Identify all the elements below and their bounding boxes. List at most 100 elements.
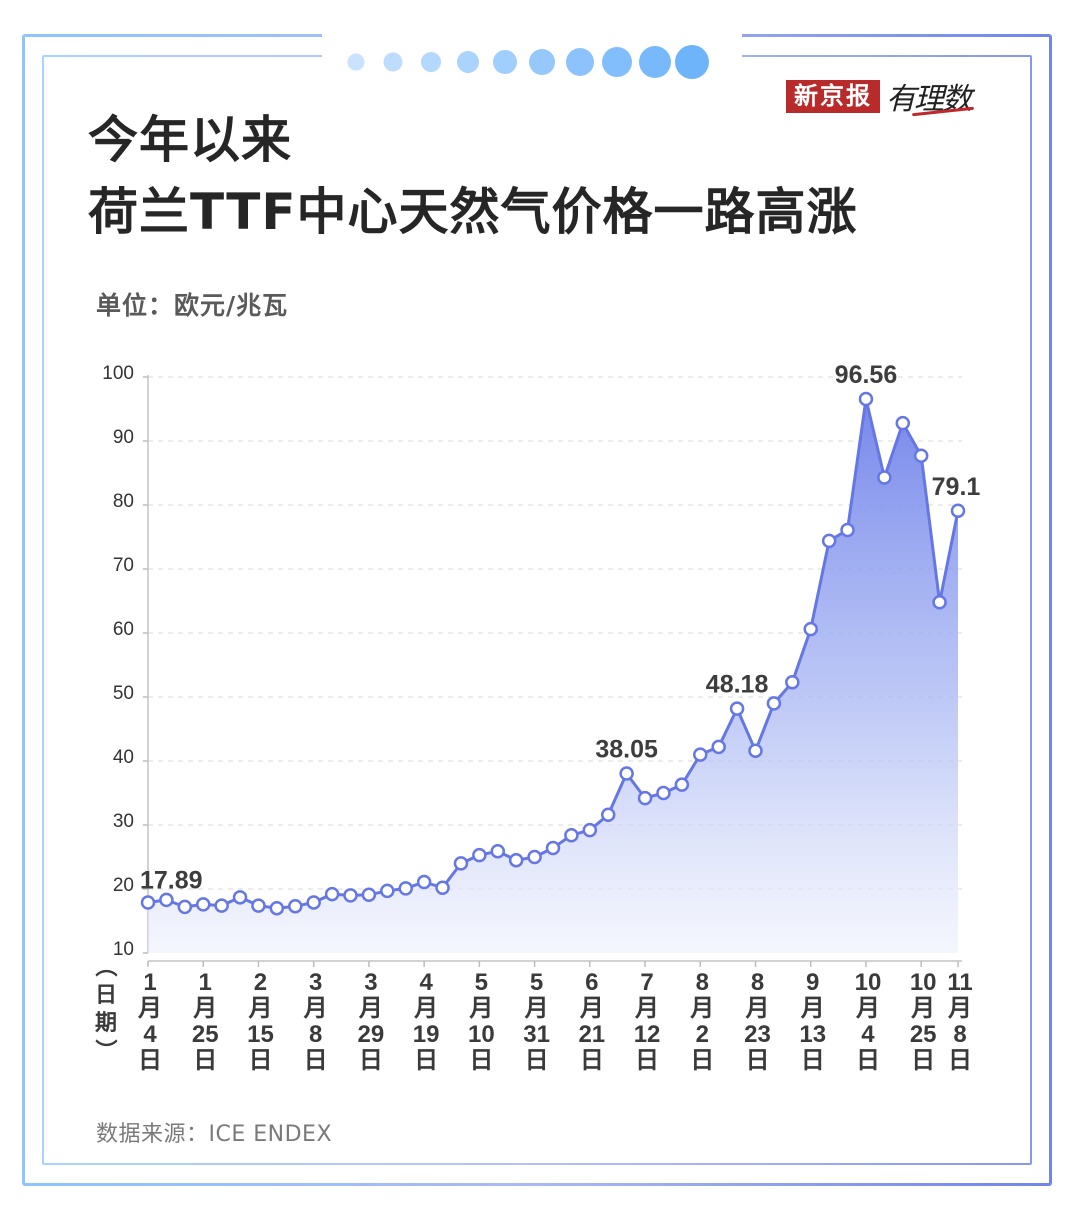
data-point	[232, 890, 248, 905]
data-point	[766, 696, 782, 711]
decorative-dot	[529, 49, 555, 75]
decorative-dot	[566, 48, 594, 76]
x-tick-label: 月	[524, 995, 549, 1022]
data-point	[527, 849, 542, 865]
area-fill-path	[148, 399, 958, 953]
data-label: 38.05	[595, 735, 658, 763]
decorative-dot	[639, 46, 671, 78]
x-tick-label: 3	[364, 969, 377, 996]
data-point	[453, 856, 469, 871]
x-axis-title-char: ）	[92, 1039, 117, 1061]
x-tick-label: 月	[413, 995, 438, 1022]
x-tick-label: 1	[143, 969, 156, 996]
data-label: 48.18	[706, 671, 769, 699]
x-tick-label: 1	[199, 969, 212, 996]
x-tick-label: 21	[578, 1021, 605, 1048]
brand-logo-box: 新京报	[786, 79, 880, 113]
x-tick-label: 月	[634, 995, 659, 1022]
x-tick-label: 日	[138, 1047, 162, 1074]
data-point	[932, 595, 947, 610]
x-tick-label: 日	[469, 1047, 493, 1074]
x-tick-label: 8	[953, 1021, 966, 1048]
x-tick-label: 10	[855, 969, 882, 996]
x-tick-label: 日	[690, 1047, 714, 1074]
x-tick-label: 日	[801, 1047, 825, 1074]
decorative-dots	[347, 45, 709, 79]
x-axis-title-char: 日	[95, 983, 117, 1008]
data-point	[858, 391, 874, 407]
y-tick-label: 80	[113, 491, 134, 512]
data-point	[251, 898, 266, 913]
page-title-line1: 今年以来	[88, 111, 292, 169]
data-point	[214, 898, 229, 913]
data-point	[637, 790, 653, 806]
x-tick-label: 月	[855, 995, 880, 1022]
brand-logo: 新京报 有理数	[786, 78, 974, 117]
data-labels: 17.89 38.05 48.18 96.56 79.1	[140, 361, 980, 894]
x-tick-label: 月	[137, 995, 162, 1022]
x-tick-label: 月	[947, 995, 972, 1022]
data-point	[840, 522, 855, 538]
brand-sub-logo: 有理数	[886, 74, 974, 118]
x-tick-label: 19	[413, 1021, 440, 1048]
x-tick-label: 日	[948, 1047, 972, 1074]
data-point	[435, 880, 450, 895]
x-tick-label: 5	[530, 969, 543, 996]
x-tick-label: 12	[634, 1021, 661, 1048]
data-point	[913, 448, 929, 463]
decorative-dot	[421, 52, 441, 72]
x-tick-label: 4	[419, 969, 433, 996]
x-tick-label: 月	[579, 995, 604, 1022]
x-tick-label: 日	[248, 1047, 272, 1074]
x-tick-label: 日	[746, 1047, 770, 1074]
x-tick-label: 月	[468, 995, 493, 1022]
data-point	[159, 892, 174, 908]
decorative-dot	[457, 51, 479, 73]
data-point	[269, 900, 285, 916]
x-tick-label: 4	[861, 1021, 875, 1048]
data-point	[343, 888, 358, 903]
y-tick-label: 30	[113, 811, 134, 832]
data-point	[821, 533, 837, 549]
source-label: 数据来源：	[96, 1122, 209, 1147]
decorative-dot	[347, 53, 365, 71]
y-tick-label: 70	[113, 555, 134, 576]
data-point	[508, 852, 524, 868]
data-point	[877, 470, 892, 485]
x-tick-label: 23	[744, 1021, 771, 1048]
x-tick-label: 月	[192, 995, 217, 1022]
data-point	[177, 899, 193, 915]
data-point	[803, 621, 818, 637]
x-axis: 1月4日1月25日2月15日3月8日3月29日4月19日5月10日5月31日6月…	[92, 955, 973, 1074]
x-tick-label: 月	[910, 995, 935, 1022]
y-tick-label: 50	[113, 683, 134, 704]
x-tick-label: 日	[911, 1047, 935, 1074]
area-fill	[148, 399, 958, 953]
y-axis: 10 20 30 40 50 60 70 80 90 100	[102, 363, 149, 960]
x-axis-title-char: （	[92, 955, 117, 977]
data-point	[490, 843, 506, 859]
data-point	[380, 883, 395, 899]
decorative-dot	[493, 50, 517, 74]
data-point	[582, 822, 598, 838]
data-point	[674, 777, 690, 792]
x-tick-label: 月	[247, 995, 272, 1022]
data-point	[895, 415, 911, 431]
x-tick-label: 8	[751, 969, 764, 996]
data-point	[950, 503, 966, 519]
y-tick-label: 40	[113, 747, 134, 768]
x-tick-label: 25	[910, 1021, 937, 1048]
x-tick-label: 月	[689, 995, 714, 1022]
data-point	[416, 874, 432, 890]
data-point	[785, 675, 800, 690]
unit-label: 单位：欧元/兆瓦	[96, 291, 289, 320]
data-point	[195, 897, 211, 912]
x-tick-label: 9	[806, 969, 819, 996]
x-tick-label: 11	[947, 969, 972, 996]
data-point	[140, 895, 156, 910]
x-tick-label: 日	[359, 1047, 383, 1074]
x-tick-label: 月	[745, 995, 770, 1022]
data-label: 79.1	[932, 473, 981, 501]
x-tick-label: 10	[910, 969, 937, 996]
